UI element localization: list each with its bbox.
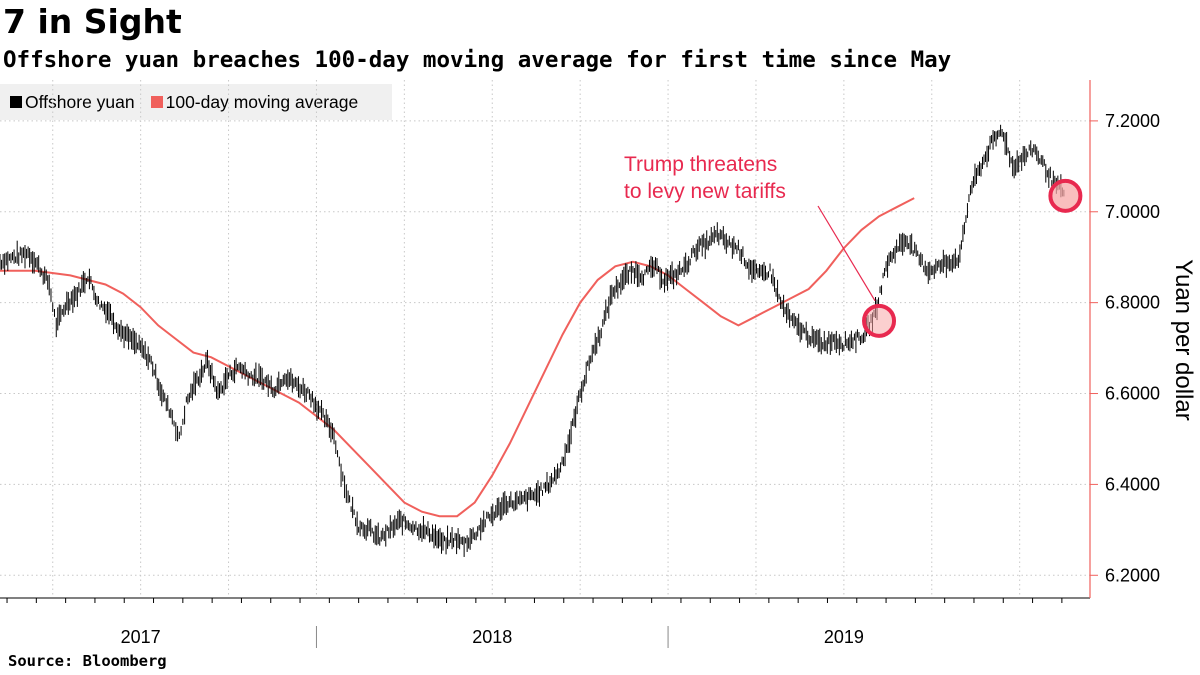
legend: Offshore yuan 100-day moving average <box>0 84 392 120</box>
legend-item-offshore-yuan: Offshore yuan <box>10 92 135 113</box>
highlight-circle-breach <box>1048 178 1083 213</box>
moving-average-line <box>0 197 915 518</box>
legend-item-moving-average: 100-day moving average <box>150 91 359 113</box>
highlight-circle-tariff <box>862 303 897 338</box>
legend-label-yuan: Offshore yuan <box>25 91 135 112</box>
chart-title: 7 in Sight <box>3 2 182 41</box>
y-axis-title: Yuan per dollar <box>1170 259 1197 420</box>
axes: 6.2000 6.4000 6.6000 6.8000 7.0000 7.2000 2017… <box>0 80 1160 648</box>
grid <box>0 80 1090 598</box>
annotation-text-line1: Trump threatens <box>624 153 777 176</box>
annotation-text-line2: to levy new tariffs <box>624 180 786 203</box>
x-year-label: 2018 <box>472 627 512 647</box>
y-tick-label: 6.8000 <box>1105 293 1160 313</box>
annotation-arrow <box>817 205 876 302</box>
legend-swatch-yuan <box>10 96 22 108</box>
legend-label-ma: 100-day moving average <box>165 91 359 112</box>
y-tick-label: 7.2000 <box>1105 111 1160 131</box>
series-moving-average <box>0 197 915 518</box>
x-year-label: 2019 <box>824 627 864 647</box>
x-year-label: 2017 <box>121 627 161 647</box>
legend-swatch-ma <box>150 96 163 108</box>
annotations: Trump threatens to levy new tariffs <box>624 153 1083 338</box>
series-offshore-yuan <box>0 124 1065 557</box>
y-tick-label: 6.6000 <box>1105 384 1160 404</box>
y-tick-label: 6.4000 <box>1105 474 1160 494</box>
y-tick-label: 7.0000 <box>1105 202 1160 222</box>
chart-subtitle: Offshore yuan breaches 100-day moving av… <box>3 47 952 73</box>
source-note: Source: Bloomberg <box>8 652 167 670</box>
y-tick-label: 6.2000 <box>1105 565 1160 585</box>
